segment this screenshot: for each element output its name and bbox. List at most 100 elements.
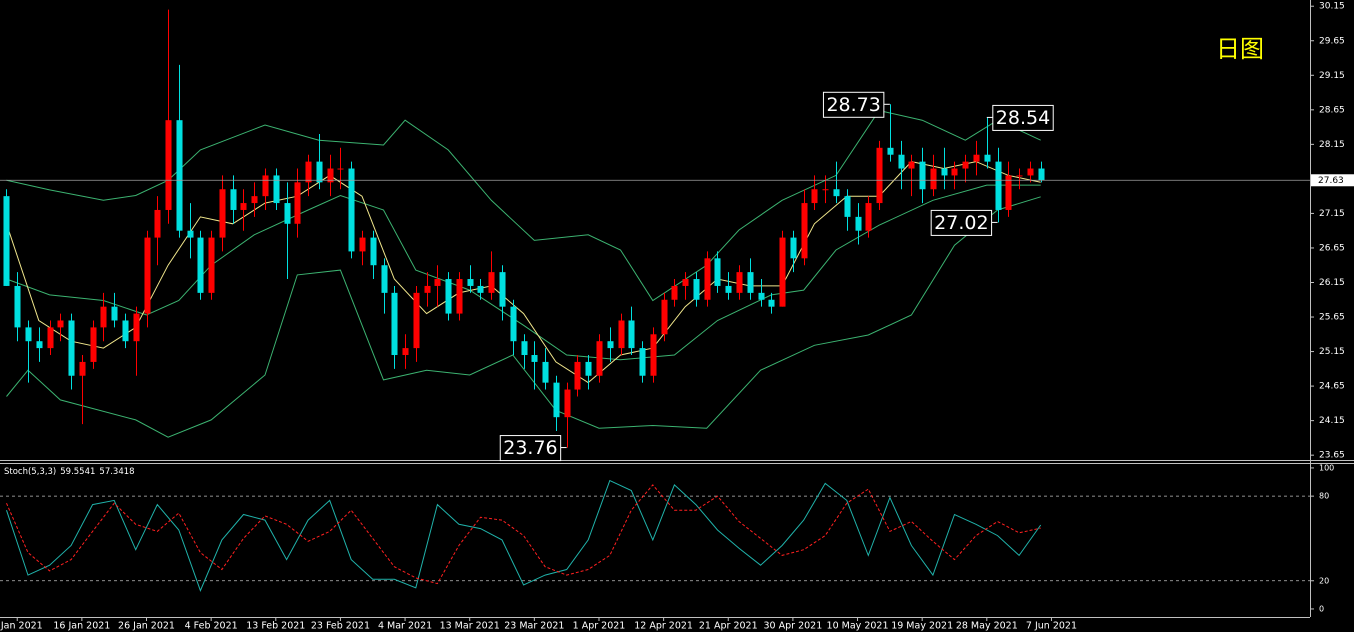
candle-body: [316, 161, 323, 183]
candle-body: [521, 341, 528, 356]
y-tick-label: 23.65: [1319, 451, 1345, 461]
candle-body: [327, 168, 334, 183]
x-tick-label: 13 Mar 2021: [440, 621, 500, 632]
y-tick-label: 100: [1319, 463, 1334, 472]
annotation-label: 27.02: [934, 212, 988, 234]
candle-body: [801, 203, 808, 259]
candle-body: [585, 361, 592, 376]
candle-body: [402, 348, 409, 356]
candle-body: [941, 168, 948, 176]
annotation-box: [822, 91, 885, 118]
candle-body: [240, 203, 247, 210]
candle-body: [682, 279, 689, 286]
x-tick-label: 7 Jun 2021: [1026, 621, 1077, 632]
candle-body: [456, 279, 463, 314]
candle-body: [208, 237, 215, 293]
candle-body: [876, 147, 883, 204]
candle-body: [144, 237, 151, 314]
current-price-box: [1311, 174, 1354, 187]
candle-body: [908, 161, 915, 169]
candle-body: [391, 292, 398, 356]
annotation-box: [992, 104, 1054, 131]
candle-body: [693, 279, 700, 300]
candle-body: [25, 327, 32, 342]
candle-body: [822, 189, 829, 191]
candle-body: [434, 279, 441, 286]
candle-body: [14, 285, 21, 328]
x-tick-label: 1 Apr 2021: [573, 621, 626, 632]
candle-body: [445, 279, 452, 314]
x-tick-label: 16 Jan 2021: [53, 621, 110, 632]
candle-body: [639, 348, 646, 376]
candle-body: [36, 341, 43, 349]
candle-body: [790, 237, 797, 259]
timeframe-label: 日图: [1216, 35, 1264, 63]
candle-body: [995, 161, 1002, 210]
candle-body: [251, 196, 258, 204]
x-tick-label: 10 May 2021: [827, 621, 889, 632]
candle-body: [628, 320, 635, 349]
candle-body: [898, 154, 905, 169]
candle-body: [758, 292, 765, 300]
current-price-label: 27.63: [1318, 176, 1344, 186]
candle-body: [1038, 168, 1045, 181]
annotation-label: 28.54: [996, 107, 1050, 129]
x-tick-label: 19 May 2021: [891, 621, 953, 632]
candle-body: [574, 361, 581, 390]
candle-body: [1005, 175, 1012, 210]
indicator-line: [6, 196, 1041, 438]
y-tick-label: 20: [1319, 576, 1329, 585]
candle-body: [57, 320, 64, 328]
y-tick-label: 25.65: [1319, 313, 1345, 323]
indicator-title: Stoch(5,3,3) 59.5541 57.3418: [4, 467, 135, 477]
y-tick-label: 26.65: [1319, 243, 1345, 253]
indicator-name: Stoch(5,3,3): [4, 467, 56, 477]
candle-body: [90, 327, 97, 362]
candle-body: [618, 320, 625, 349]
candle-body: [887, 147, 894, 155]
y-tick-label: 29.15: [1319, 71, 1345, 81]
candle-body: [844, 196, 851, 217]
candle-body: [855, 216, 862, 231]
x-tick-label: 23 Feb 2021: [311, 621, 370, 632]
y-tick-label: 28.15: [1319, 140, 1345, 150]
candle-body: [413, 292, 420, 349]
y-tick-label: 26.15: [1319, 278, 1345, 288]
candle-body: [962, 161, 969, 169]
candle-body: [79, 361, 86, 376]
indicator-value: 57.3418: [99, 467, 134, 477]
annotation-label: 28.73: [826, 94, 880, 116]
candle-body: [930, 168, 937, 190]
x-tick-label: 28 May 2021: [956, 621, 1018, 632]
candle-body: [219, 189, 226, 238]
candle-body: [3, 196, 10, 286]
candle-body: [542, 361, 549, 383]
candle-body: [1027, 168, 1034, 176]
candle-body: [262, 175, 269, 197]
x-tick-label: 12 Apr 2021: [634, 621, 693, 632]
candle-body: [650, 334, 657, 376]
y-tick-label: 27.15: [1319, 209, 1345, 219]
candle-body: [47, 327, 54, 349]
candle-body: [596, 341, 603, 376]
candle-body: [100, 306, 107, 328]
candle-body: [424, 285, 431, 293]
candle-body: [1016, 175, 1023, 177]
candle-body: [488, 272, 495, 293]
candle-body: [381, 265, 388, 293]
candle-body: [510, 306, 517, 342]
indicator-line: [6, 184, 1041, 361]
candle-body: [661, 299, 668, 335]
candle-body: [197, 237, 204, 293]
indicator-line: [6, 479, 1042, 592]
candle-body: [725, 285, 732, 293]
candle-body: [984, 154, 991, 162]
annotation-box: [930, 209, 993, 236]
candle-body: [779, 237, 786, 307]
y-tick-label: 24.15: [1319, 416, 1345, 426]
x-tick-label: 26 Jan 2021: [118, 621, 175, 632]
candle-body: [294, 182, 301, 224]
y-tick-label: 80: [1319, 492, 1329, 501]
